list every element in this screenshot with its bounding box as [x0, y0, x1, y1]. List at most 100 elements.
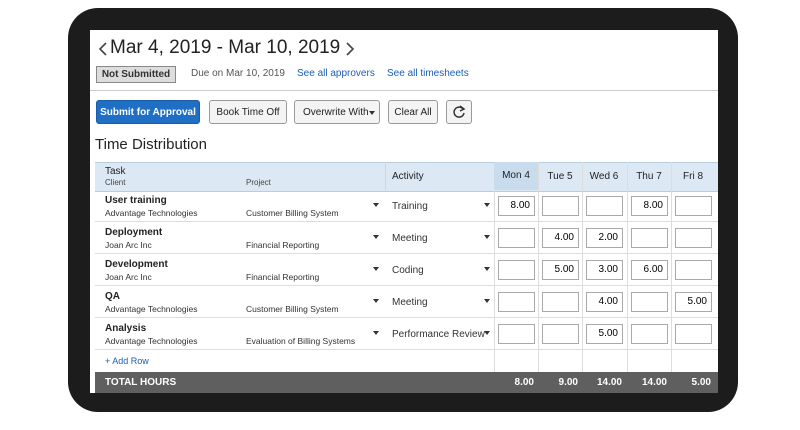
next-week[interactable]	[345, 42, 355, 56]
activity-dropdown[interactable]	[484, 331, 490, 335]
activity-name: Meeting	[392, 297, 428, 308]
status-badge: Not Submitted	[96, 66, 176, 83]
hours-input[interactable]	[498, 260, 535, 280]
client-name: Joan Arc Inc	[105, 240, 152, 250]
button[interactable]: Submit for Approval	[96, 100, 200, 124]
column-divider	[671, 162, 672, 372]
activity-name: Performance Review	[392, 329, 485, 340]
link[interactable]: See all approvers	[297, 68, 375, 79]
screen: Mar 4, 2019 - Mar 10, 2019 Not Submitted…	[90, 30, 718, 393]
prev-week[interactable]	[98, 42, 108, 56]
button[interactable]: Book Time Off	[209, 100, 287, 124]
button[interactable]: Clear All	[388, 100, 438, 124]
activity-name: Meeting	[392, 233, 428, 244]
caret	[369, 111, 375, 115]
hours-input[interactable]: 5.00	[542, 260, 579, 280]
column-divider	[627, 162, 628, 372]
hours-input[interactable]	[498, 292, 535, 312]
hours-input[interactable]	[631, 324, 668, 344]
activity-dropdown[interactable]	[484, 267, 490, 271]
row-divider	[95, 349, 718, 350]
column-header: Tue 5	[547, 171, 573, 182]
table-header	[95, 162, 718, 192]
divider	[90, 90, 718, 91]
hours-input[interactable]	[542, 196, 579, 216]
hours-input[interactable]	[675, 260, 712, 280]
column-header: Project	[246, 178, 271, 187]
refresh-button[interactable]	[446, 100, 472, 124]
hours-input[interactable]: 4.00	[542, 228, 579, 248]
task-name: Analysis	[105, 323, 147, 334]
hours-input[interactable]	[498, 324, 535, 344]
client-name: Joan Arc Inc	[105, 272, 152, 282]
hours-input[interactable]: 4.00	[586, 292, 623, 312]
hours-input[interactable]	[586, 196, 623, 216]
hours-input[interactable]: 6.00	[631, 260, 668, 280]
total-hours: 14.00	[596, 377, 622, 388]
project-name: Evaluation of Billing Systems	[246, 336, 356, 346]
section-title: Time Distribution	[95, 136, 207, 153]
row-divider	[95, 221, 718, 222]
hours-input[interactable]	[498, 228, 535, 248]
total-hours: 9.00	[558, 377, 578, 388]
hours-input[interactable]	[675, 196, 712, 216]
row-divider	[95, 285, 718, 286]
total-hours: 8.00	[514, 377, 534, 388]
column-header: Task	[105, 166, 126, 177]
due-date: Due on Mar 10, 2019	[191, 68, 285, 79]
hours-input[interactable]	[675, 324, 712, 344]
hours-input[interactable]	[675, 228, 712, 248]
date-range: Mar 4, 2019 - Mar 10, 2019	[110, 37, 341, 58]
hours-input[interactable]: 3.00	[586, 260, 623, 280]
activity-name: Coding	[392, 265, 424, 276]
refresh-icon	[453, 105, 466, 118]
activity-name: Training	[392, 201, 428, 212]
add-row-link[interactable]: + Add Row	[105, 356, 149, 366]
hours-input[interactable]	[631, 292, 668, 312]
hours-input[interactable]	[542, 324, 579, 344]
hours-input[interactable]	[631, 228, 668, 248]
column-divider	[538, 162, 539, 372]
row-divider	[95, 253, 718, 254]
activity-dropdown[interactable]	[484, 235, 490, 239]
total-hours: 5.00	[691, 377, 711, 388]
project-name: Financial Reporting	[246, 240, 320, 250]
client-name: Advantage Technologies	[105, 304, 198, 314]
hours-input[interactable]: 8.00	[498, 196, 535, 216]
project-dropdown[interactable]	[373, 331, 379, 335]
column-divider	[385, 162, 386, 190]
client-name: Advantage Technologies	[105, 208, 198, 218]
activity-dropdown[interactable]	[484, 299, 490, 303]
project-name: Customer Billing System	[246, 304, 339, 314]
hours-input[interactable]	[542, 292, 579, 312]
hours-input[interactable]: 5.00	[586, 324, 623, 344]
hours-input[interactable]: 2.00	[586, 228, 623, 248]
total-hours: 14.00	[641, 377, 667, 388]
project-dropdown[interactable]	[373, 203, 379, 207]
hours-input[interactable]: 8.00	[631, 196, 668, 216]
task-name: Deployment	[105, 227, 163, 238]
project-dropdown[interactable]	[373, 267, 379, 271]
total-bar	[95, 372, 718, 393]
activity-dropdown[interactable]	[484, 203, 490, 207]
column-header: Activity	[392, 171, 424, 182]
hours-input[interactable]: 5.00	[675, 292, 712, 312]
project-dropdown[interactable]	[373, 235, 379, 239]
column-header: Mon 4	[494, 162, 538, 190]
button[interactable]: Overwrite With	[294, 100, 380, 124]
client-name: Advantage Technologies	[105, 336, 198, 346]
button-label: Overwrite With	[303, 107, 369, 118]
total-label: TOTAL HOURS	[105, 377, 177, 388]
link[interactable]: See all timesheets	[387, 68, 469, 79]
column-header: Wed 6	[589, 171, 619, 182]
column-header: Thu 7	[636, 171, 662, 182]
task-name: Development	[105, 259, 168, 270]
project-name: Financial Reporting	[246, 272, 320, 282]
column-header: Fri 8	[683, 171, 703, 182]
column-divider	[582, 162, 583, 372]
task-name: QA	[105, 291, 120, 302]
project-dropdown[interactable]	[373, 299, 379, 303]
column-divider	[494, 162, 495, 372]
task-name: User training	[105, 195, 167, 206]
